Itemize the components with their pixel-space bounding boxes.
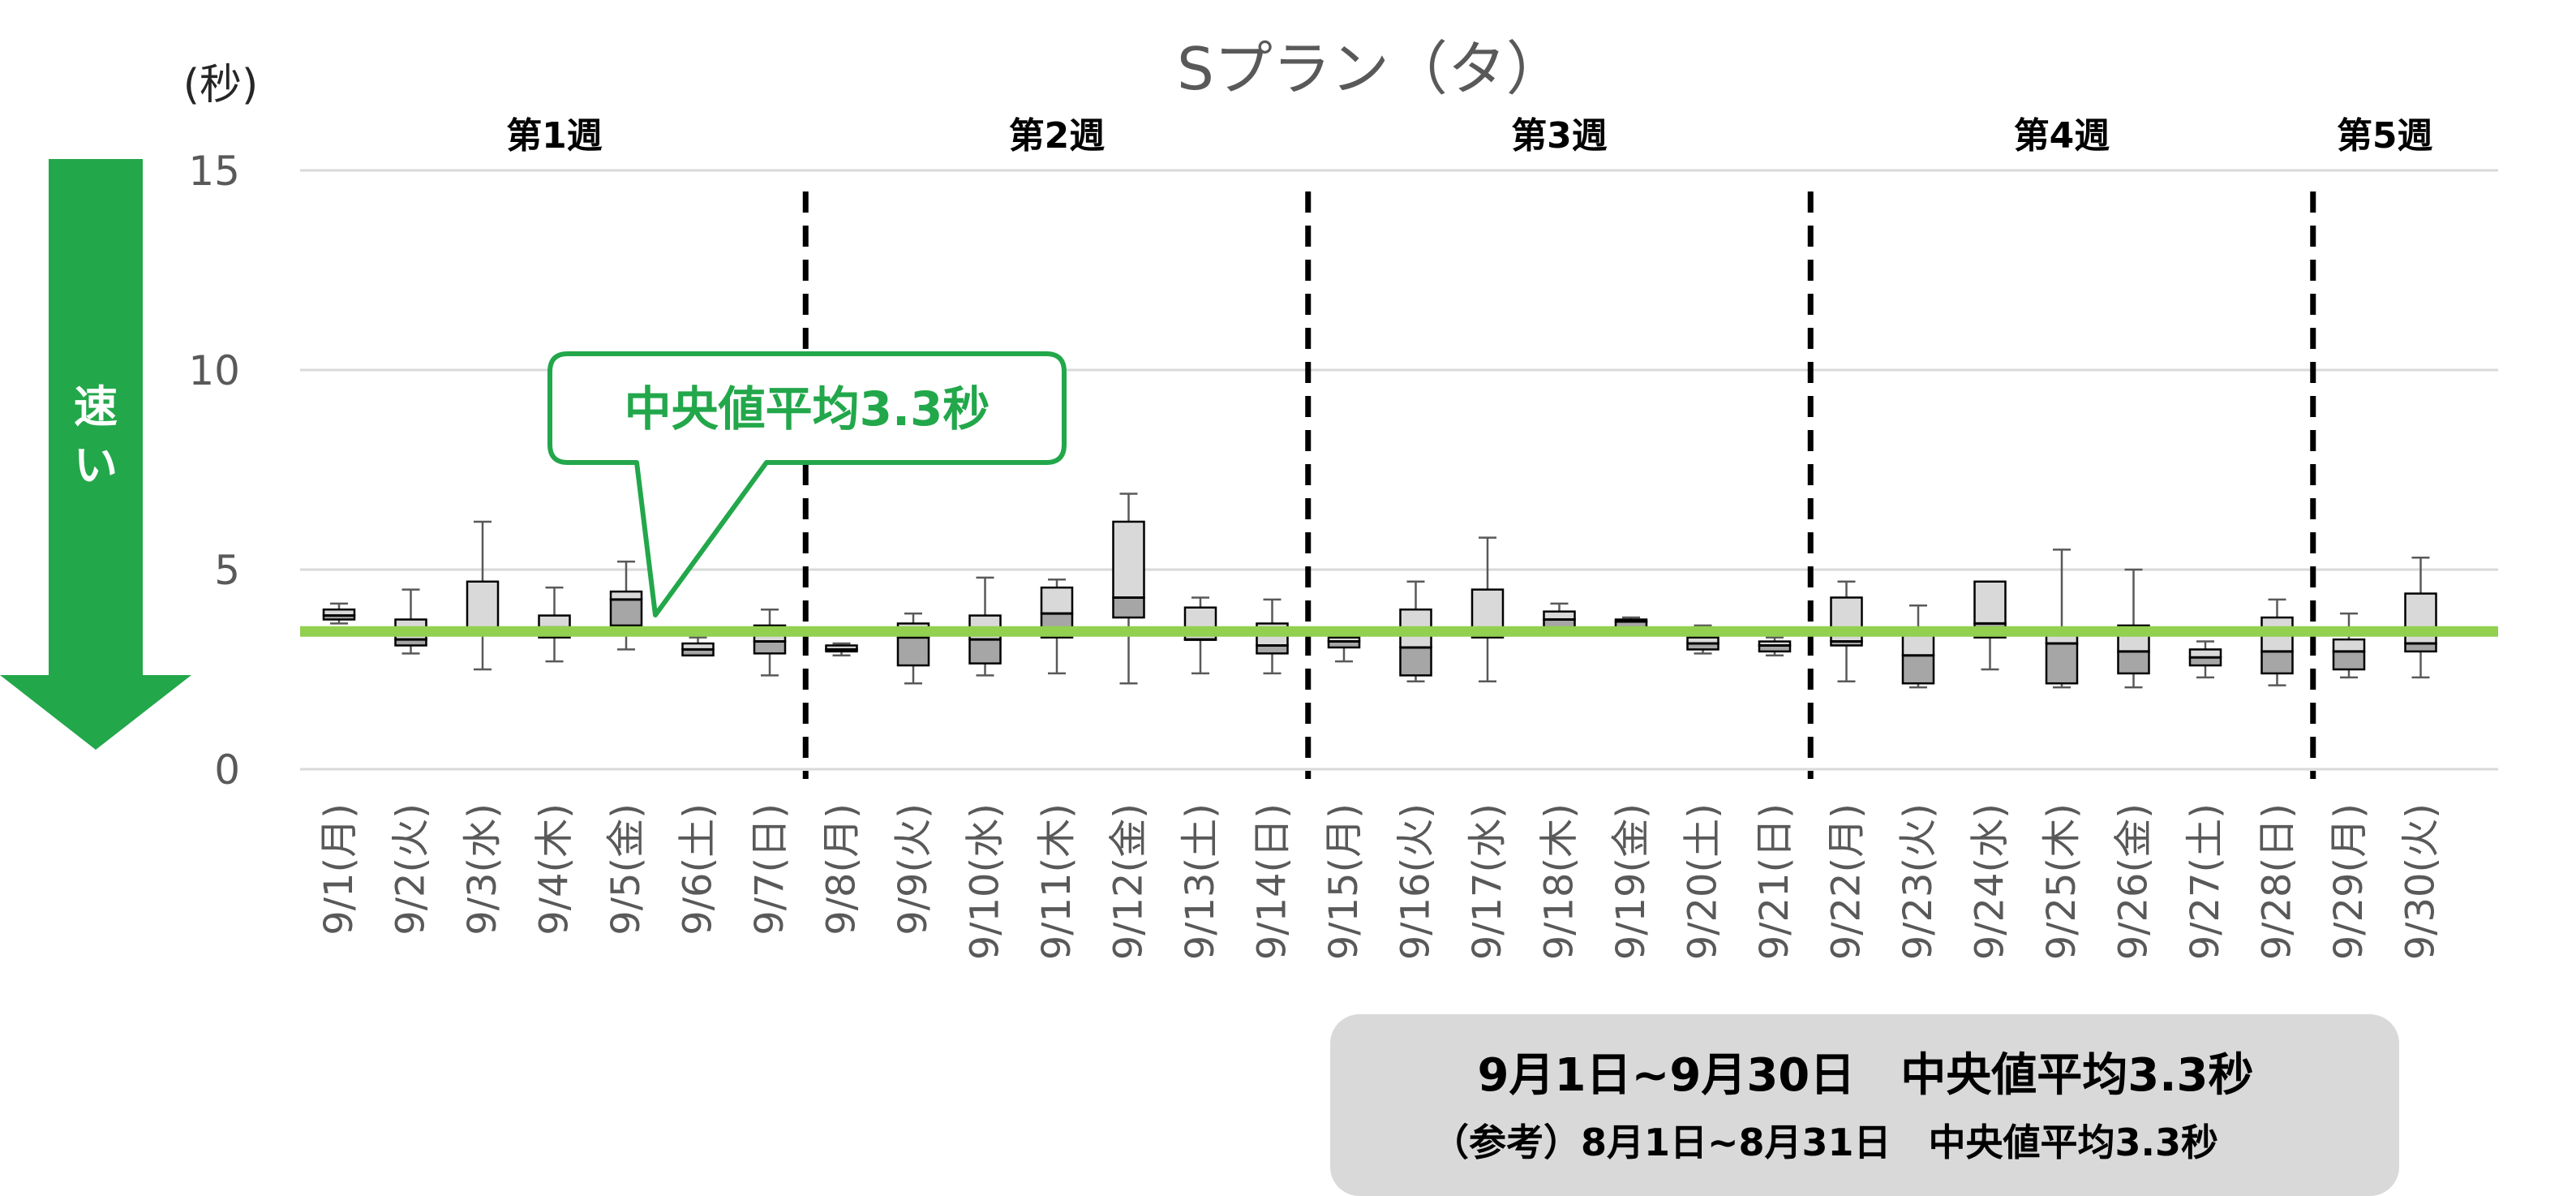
y-tick-label: 15 bbox=[188, 148, 240, 195]
down-arrow-icon bbox=[0, 159, 191, 750]
summary-background bbox=[1330, 1014, 2399, 1196]
box-lower bbox=[2332, 650, 2366, 671]
box-upper bbox=[538, 614, 571, 629]
box-lower bbox=[753, 640, 787, 655]
box-upper bbox=[1040, 586, 1074, 615]
box-plot bbox=[1470, 536, 1505, 683]
week-label: 第5週 bbox=[2337, 115, 2433, 157]
box-plot bbox=[896, 612, 930, 685]
week-label: 第1週 bbox=[506, 115, 603, 157]
box-plot bbox=[681, 636, 715, 657]
x-tick-label: 9/8(月) bbox=[819, 803, 865, 936]
summary-line-2: （参考）8月1日~8月31日 中央値平均3.3秒 bbox=[1432, 1121, 2218, 1164]
box-lower bbox=[2260, 650, 2294, 675]
box-plot bbox=[1112, 493, 1145, 685]
box-plot bbox=[466, 520, 500, 671]
x-tick-label: 9/7(日) bbox=[747, 803, 792, 936]
box-plot bbox=[1543, 602, 1576, 631]
summary-box: 9月1日~9月30日 中央値平均3.3秒 （参考）8月1日~8月31日 中央値平… bbox=[1330, 1014, 2399, 1196]
box-upper bbox=[466, 580, 500, 635]
box-upper bbox=[1901, 632, 1935, 657]
speed-arrow: 速 い bbox=[0, 159, 191, 750]
box-upper bbox=[2332, 638, 2366, 653]
x-tick-label: 9/15(月) bbox=[1321, 803, 1367, 960]
summary-line-1: 9月1日~9月30日 中央値平均3.3秒 bbox=[1478, 1049, 2254, 1102]
box-lower bbox=[2117, 650, 2150, 675]
box-lower bbox=[1112, 596, 1145, 619]
callout-text: 中央値平均3.3秒 bbox=[625, 381, 990, 437]
box-plot bbox=[2188, 640, 2222, 679]
x-tick-label: 9/14(日) bbox=[1250, 803, 1295, 960]
x-tick-label: 9/21(日) bbox=[1752, 803, 1797, 960]
box-lower bbox=[1399, 646, 1432, 677]
x-tick-label: 9/5(金) bbox=[603, 803, 649, 936]
x-tick-label: 9/20(土) bbox=[1681, 803, 1726, 960]
box-upper bbox=[1973, 580, 2007, 625]
week-label: 第3週 bbox=[1511, 115, 1608, 157]
y-tick-label: 0 bbox=[214, 746, 240, 794]
y-tick-label: 10 bbox=[188, 347, 240, 394]
x-tick-label: 9/19(金) bbox=[1608, 803, 1654, 960]
x-tick-label: 9/13(土) bbox=[1178, 803, 1223, 960]
x-tick-label: 9/12(金) bbox=[1106, 803, 1152, 960]
x-tick-label: 9/26(金) bbox=[2111, 803, 2157, 960]
median-callout: 中央値平均3.3秒 bbox=[547, 351, 1067, 617]
x-tick-label: 9/17(水) bbox=[1465, 803, 1510, 960]
box-plot bbox=[1901, 604, 1935, 689]
box-plot bbox=[2260, 598, 2294, 686]
y-tick-label: 5 bbox=[214, 547, 240, 594]
speed-label-2: い bbox=[74, 440, 118, 491]
box-upper bbox=[1112, 520, 1145, 599]
box-lower bbox=[2045, 642, 2079, 685]
box-plot bbox=[825, 642, 858, 657]
callout-bubble bbox=[547, 351, 1067, 617]
box-lower bbox=[968, 638, 1002, 665]
x-tick-label: 9/28(日) bbox=[2255, 803, 2300, 960]
box-plot bbox=[2404, 556, 2437, 679]
x-tick-label: 9/1(月) bbox=[316, 803, 362, 936]
x-tick-label: 9/3(水) bbox=[460, 803, 505, 936]
box-plot bbox=[1973, 580, 2007, 671]
chart-title: Sプラン（タ） bbox=[1177, 35, 1565, 103]
week-label: 第4週 bbox=[2014, 115, 2110, 157]
box-plot bbox=[394, 588, 427, 655]
x-tick-label: 9/24(水) bbox=[1968, 803, 2013, 960]
box-plot bbox=[322, 602, 356, 625]
box-lower bbox=[1901, 654, 1935, 685]
box-plot bbox=[609, 560, 643, 651]
x-tick-label: 9/30(火) bbox=[2398, 803, 2444, 960]
box-plot bbox=[2332, 612, 2366, 679]
box-lower bbox=[609, 598, 643, 627]
x-tick-label: 9/29(月) bbox=[2326, 803, 2372, 960]
x-tick-label: 9/23(火) bbox=[1896, 803, 1941, 960]
x-tick-label: 9/9(火) bbox=[891, 803, 936, 936]
x-tick-label: 9/10(水) bbox=[963, 803, 1008, 960]
x-tick-label: 9/6(土) bbox=[676, 803, 721, 936]
x-tick-label: 9/2(火) bbox=[389, 803, 434, 936]
x-tick-label: 9/18(木) bbox=[1537, 803, 1582, 960]
week-label: 第2週 bbox=[1009, 115, 1106, 157]
box-plot bbox=[1758, 636, 1792, 657]
box-plot bbox=[753, 608, 787, 677]
x-tick-label: 9/22(月) bbox=[1824, 803, 1870, 960]
speed-label-1: 速 bbox=[74, 381, 118, 432]
box-plot bbox=[2045, 549, 2079, 689]
x-tick-label: 9/27(土) bbox=[2183, 803, 2228, 960]
x-tick-label: 9/25(木) bbox=[2039, 803, 2084, 960]
x-tick-label: 9/16(火) bbox=[1393, 803, 1439, 960]
y-axis-unit: (秒) bbox=[183, 61, 259, 110]
box-lower bbox=[896, 636, 930, 667]
x-tick-label: 9/4(木) bbox=[532, 803, 577, 936]
box-plot bbox=[538, 586, 571, 663]
x-tick-label: 9/11(木) bbox=[1034, 803, 1080, 960]
